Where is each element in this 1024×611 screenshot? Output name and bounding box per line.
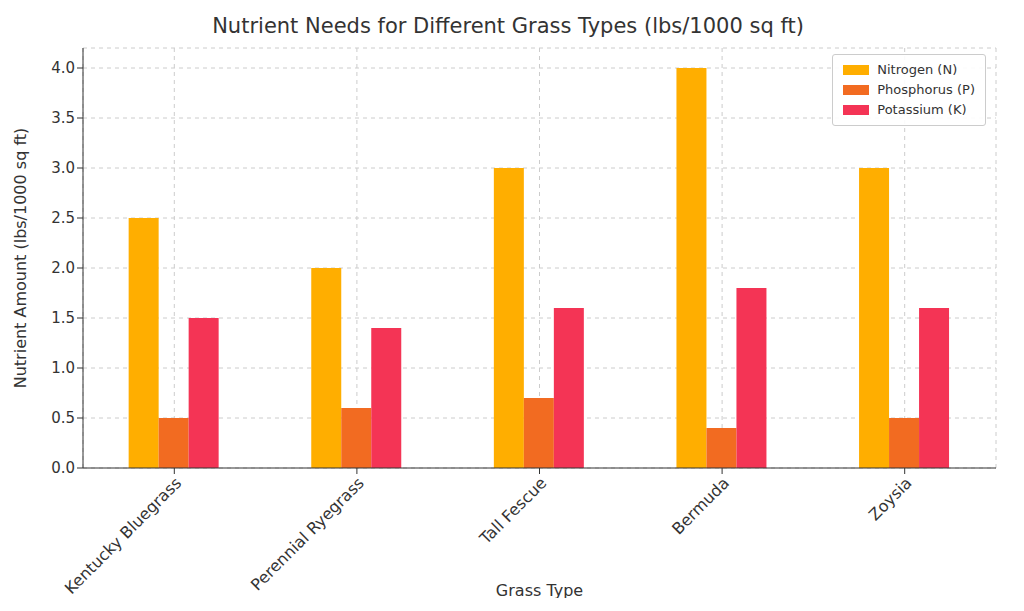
svg-text:3.0: 3.0 <box>51 159 75 177</box>
svg-text:Bermuda: Bermuda <box>668 473 733 538</box>
svg-text:2.5: 2.5 <box>51 209 75 227</box>
html-text:Nutrient Needs for Different G: Nutrient Needs for Different Grass Types… <box>212 14 804 38</box>
svg-text:0.0: 0.0 <box>51 459 75 477</box>
svg-text:4.0: 4.0 <box>51 59 75 77</box>
svg-text:Zoysia: Zoysia <box>865 473 916 524</box>
svg-text:1.0: 1.0 <box>51 359 75 377</box>
html-text:Potassium (K): Potassium (K) <box>877 102 967 117</box>
svg-text:2.0: 2.0 <box>51 259 75 277</box>
svg-text:0.5: 0.5 <box>51 409 75 427</box>
svg-text:Tall Fescue: Tall Fescue <box>475 473 550 548</box>
svg-text:Perennial Ryegrass: Perennial Ryegrass <box>247 473 368 594</box>
svg-text:Grass Type: Grass Type <box>496 581 583 598</box>
svg-text:3.5: 3.5 <box>51 109 75 127</box>
svg-text:Nutrient Amount (lbs/1000 sq f: Nutrient Amount (lbs/1000 sq ft) <box>11 128 30 389</box>
html-text:Phosphorus (P): Phosphorus (P) <box>877 82 975 97</box>
html-text:Nitrogen (N): Nitrogen (N) <box>877 62 958 77</box>
svg-text:1.5: 1.5 <box>51 309 75 327</box>
svg-text:Kentucky Bluegrass: Kentucky Bluegrass <box>61 473 185 597</box>
